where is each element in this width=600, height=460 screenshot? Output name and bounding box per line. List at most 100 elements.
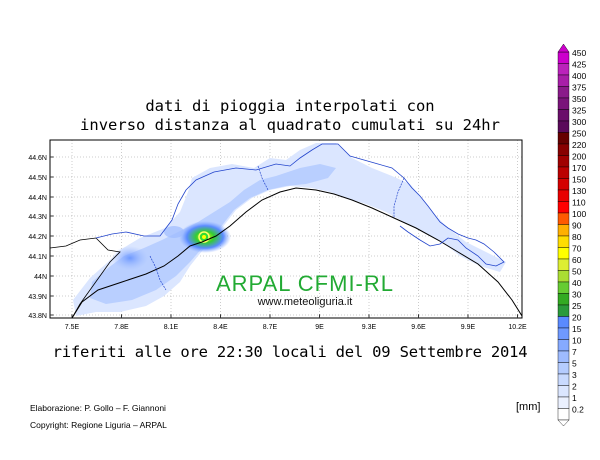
legend-swatch <box>557 396 570 409</box>
watermark-url: www.meteoliguria.it <box>257 296 353 308</box>
legend-label: 450 <box>572 48 586 58</box>
lon-label: 9E <box>315 324 324 331</box>
lon-label: 7.5E <box>65 324 80 331</box>
watermark-title: ARPAL CFMI-RL <box>216 271 394 296</box>
province-boundary-2 <box>257 165 269 191</box>
legend-bottom-arrow <box>557 419 570 427</box>
legend-swatch <box>557 258 570 271</box>
color-legend: 4504254003753503253002502202001701501301… <box>557 43 586 427</box>
latitude-labels: 44.6N 44.5N 44.4N 44.3N 44.2N 44.1N 44N 43.9N 43… <box>28 155 47 320</box>
rain-area-main <box>73 143 506 316</box>
legend-swatch <box>557 109 570 122</box>
legend-label: 30 <box>572 290 582 300</box>
legend-swatch <box>557 350 570 363</box>
legend-swatch <box>557 339 570 352</box>
legend-label: 3 <box>572 370 577 380</box>
legend-label: 50 <box>572 267 582 277</box>
legend-label: 90 <box>572 221 582 231</box>
lat-label: 44.5N <box>28 175 47 182</box>
legend-swatch <box>557 235 570 248</box>
legend-swatch <box>557 120 570 133</box>
legend-swatch <box>557 373 570 386</box>
legend-label: 325 <box>572 106 586 116</box>
legend-label: 100 <box>572 209 586 219</box>
legend-swatch <box>557 155 570 168</box>
legend-label: 400 <box>572 71 586 81</box>
province-boundary-1 <box>149 255 167 291</box>
lat-label: 44N <box>34 274 47 281</box>
legend-label: 80 <box>572 232 582 242</box>
map-title-line2: inverso distanza al quadrato cumulati su… <box>80 116 500 134</box>
legend-swatch <box>557 143 570 156</box>
lon-label: 7.8E <box>114 324 129 331</box>
legend-unit: [mm] <box>516 401 541 413</box>
lat-label: 44.1N <box>28 254 47 261</box>
legend-label: 15 <box>572 324 582 334</box>
legend-swatch <box>557 224 570 237</box>
legend-label: 220 <box>572 140 586 150</box>
lon-label: 8.4E <box>213 324 228 331</box>
legend-label: 130 <box>572 186 586 196</box>
map-title-line1: dati di pioggia interpolati con <box>145 97 435 115</box>
credit-copyright: Copyright: Regione Liguria – ARPAL <box>30 420 167 430</box>
region-boundary <box>95 143 505 267</box>
legend-swatch <box>557 63 570 76</box>
rain-core-west <box>112 246 148 270</box>
legend-label: 425 <box>572 60 586 70</box>
legend-swatch <box>557 316 570 329</box>
legend-swatch <box>557 385 570 398</box>
lat-label: 43.9N <box>28 294 47 301</box>
legend-label: 10 <box>572 336 582 346</box>
lon-label: 8.1E <box>164 324 179 331</box>
lon-label: 9.9E <box>461 324 476 331</box>
legend-swatch <box>557 212 570 225</box>
longitude-labels: 7.5E 7.8E 8.1E 8.4E 8.7E 9E 9.3E 9.6E 9.9E 10.2E <box>65 324 527 331</box>
legend-swatch <box>557 247 570 260</box>
legend-swatch <box>557 304 570 317</box>
legend-label: 1 <box>572 393 577 403</box>
lat-label: 44.2N <box>28 234 47 241</box>
legend-swatch <box>557 327 570 340</box>
legend-label: 5 <box>572 359 577 369</box>
rain-field <box>50 143 522 318</box>
credit-elaboration: Elaborazione: P. Gollo – F. Giannoni <box>30 403 166 413</box>
lon-label: 10.2E <box>508 324 527 331</box>
legend-label: 25 <box>572 301 582 311</box>
lon-label: 9.6E <box>411 324 426 331</box>
legend-swatch <box>557 86 570 99</box>
legend-swatch <box>557 189 570 202</box>
legend-label: 0.2 <box>572 405 584 415</box>
legend-swatch <box>557 51 570 64</box>
legend-swatch <box>557 132 570 145</box>
lat-label: 44.3N <box>28 214 47 221</box>
province-boundary-3 <box>393 177 405 218</box>
map-subtitle: riferiti alle ore 22:30 locali del 09 Se… <box>52 343 528 361</box>
legend-top-arrow <box>557 43 570 53</box>
coastline <box>71 187 522 318</box>
legend-swatch <box>557 293 570 306</box>
legend-swatch <box>557 97 570 110</box>
legend-swatch <box>557 166 570 179</box>
rain-core-inland <box>164 226 184 238</box>
lat-label: 43.8N <box>28 313 47 320</box>
rain-peak-center <box>202 235 206 239</box>
legend-swatch <box>557 201 570 214</box>
legend-swatch <box>557 74 570 87</box>
legend-label: 20 <box>572 313 582 323</box>
admin-boundary-west <box>50 237 121 318</box>
legend-label: 2 <box>572 382 577 392</box>
legend-label: 300 <box>572 117 586 127</box>
legend-label: 110 <box>572 198 586 208</box>
legend-swatch <box>557 270 570 283</box>
lat-label: 44.4N <box>28 195 47 202</box>
legend-label: 350 <box>572 94 586 104</box>
legend-swatch <box>557 408 570 421</box>
legend-label: 40 <box>572 278 582 288</box>
legend-swatch <box>557 281 570 294</box>
lon-label: 9.3E <box>362 324 377 331</box>
lat-label: 44.6N <box>28 155 47 162</box>
legend-label: 375 <box>572 83 586 93</box>
legend-label: 170 <box>572 163 586 173</box>
